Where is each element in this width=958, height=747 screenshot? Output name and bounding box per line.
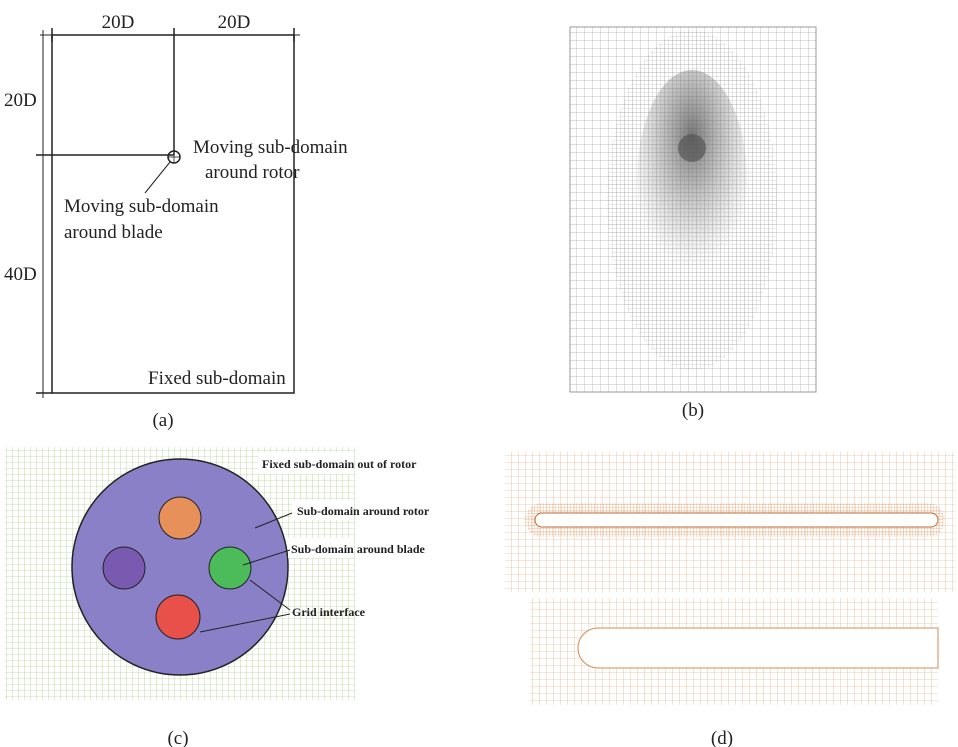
panel-c <box>5 447 355 700</box>
annotation: Moving sub-domain <box>193 137 348 158</box>
panel-d <box>505 452 955 705</box>
annotation: Fixed sub-domain <box>148 368 286 389</box>
annotation: around rotor <box>205 162 300 183</box>
dim-label: 20D <box>4 90 37 111</box>
panel-b <box>570 27 816 392</box>
dim-label: 20D <box>102 12 135 33</box>
annotation: Grid interface <box>292 605 366 619</box>
annotation: around blade <box>64 222 163 243</box>
figure: 20D 20D 20D 40D Moving sub-domain around… <box>0 0 958 747</box>
caption: (c) <box>167 728 188 747</box>
dim-label: 40D <box>4 264 37 285</box>
annotation: Moving sub-domain <box>64 196 219 217</box>
annotation: Sub-domain around rotor <box>297 504 430 518</box>
annotation: Fixed sub-domain out of rotor <box>262 457 417 471</box>
dim-label: 20D <box>218 12 251 33</box>
caption: (a) <box>152 410 173 431</box>
caption: (d) <box>711 728 733 747</box>
caption: (b) <box>682 400 704 421</box>
annotation: Sub-domain around blade <box>291 542 426 556</box>
